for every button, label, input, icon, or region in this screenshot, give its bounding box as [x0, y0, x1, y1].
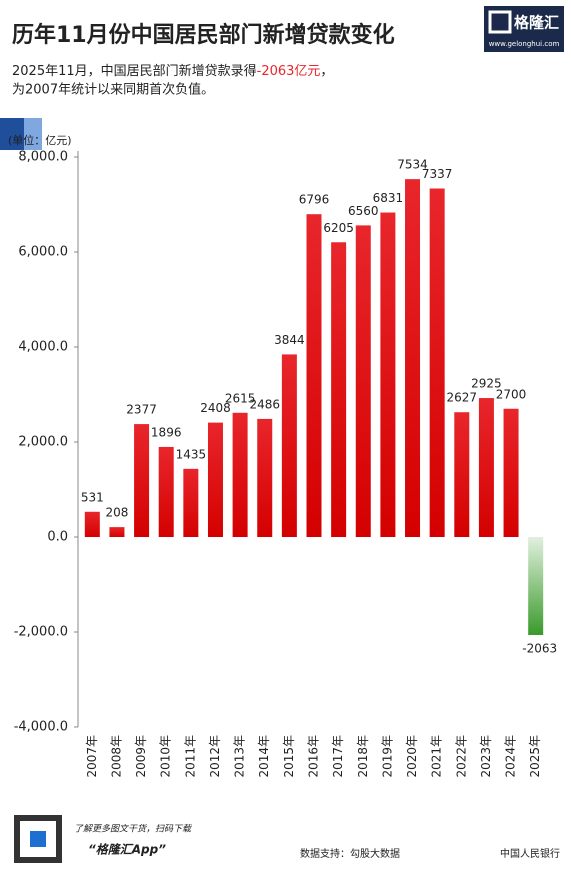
subtitle-line2: 为2007年统计以来同期首次负值。 [12, 82, 214, 98]
logo-icon [488, 10, 512, 34]
bar [503, 408, 519, 537]
x-tick-label: 2010年 [159, 735, 173, 778]
x-tick-label: 2012年 [208, 735, 222, 778]
data-label: 1435 [176, 447, 207, 461]
decor-strip [0, 118, 24, 150]
bar [355, 225, 371, 537]
logo: 格隆汇 [514, 14, 559, 32]
bar [281, 354, 297, 537]
x-tick-label: 2011年 [183, 735, 197, 778]
logo-site: www.gelonghui.com [489, 40, 560, 48]
bar [478, 398, 494, 537]
subtitle: 2025年11月，中国居民部门新增贷款录得-2063亿元， [12, 63, 333, 79]
data-label: 6560 [348, 204, 379, 218]
decor-strip [24, 118, 42, 150]
data-label: 2627 [447, 391, 478, 405]
bar [207, 422, 223, 537]
data-label: 7337 [422, 167, 453, 181]
x-tick-label: 2024年 [504, 735, 518, 778]
bar [183, 468, 199, 537]
bar [528, 537, 544, 635]
x-tick-label: 2018年 [356, 735, 370, 778]
data-label: -2063 [522, 641, 557, 655]
subtitle-part: ， [320, 64, 333, 79]
data-label: 7534 [397, 158, 428, 172]
y-tick-label: 6,000.0 [18, 245, 68, 260]
data-label: 2486 [249, 397, 280, 411]
x-tick-label: 2017年 [331, 735, 345, 778]
data-label: 2408 [200, 401, 231, 415]
data-label: 531 [81, 490, 104, 504]
promo: 了解更多图文干货，扫码下载 [74, 824, 192, 835]
y-tick-label: 8,000.0 [18, 150, 68, 165]
data-label: 1896 [151, 425, 182, 439]
x-tick-label: 2016年 [307, 735, 321, 778]
source2: 中国人民银行 [500, 847, 560, 860]
bar [429, 188, 445, 537]
chart-title: 历年11月份中国居民部门新增贷款变化 [12, 22, 395, 48]
y-tick-label: 4,000.0 [18, 340, 68, 355]
x-tick-label: 2025年 [528, 735, 542, 778]
bar [380, 212, 396, 537]
x-tick-label: 2008年 [109, 735, 123, 778]
bar [158, 446, 174, 537]
qr-logo [30, 831, 46, 847]
data-label: 6796 [299, 193, 330, 207]
x-tick-label: 2009年 [134, 735, 148, 778]
logo-box [484, 6, 564, 52]
bar [331, 242, 347, 537]
x-tick-label: 2019年 [380, 735, 394, 778]
x-tick-label: 2022年 [454, 735, 468, 778]
bar [454, 412, 470, 537]
app-name: “格隆汇App” [88, 843, 166, 857]
data-label: 6205 [323, 221, 354, 235]
subtitle-highlight: -2063亿元 [257, 64, 321, 79]
x-tick-label: 2020年 [405, 735, 419, 778]
y-tick-label: -4,000.0 [14, 720, 68, 735]
x-tick-label: 2014年 [257, 735, 271, 778]
x-tick-label: 2023年 [479, 735, 493, 778]
bar [257, 418, 273, 537]
bar [306, 214, 322, 537]
x-tick-label: 2013年 [233, 735, 247, 778]
subtitle-part: 2025年11月，中国居民部门新增贷款录得 [12, 63, 257, 79]
y-tick-label: 0.0 [47, 530, 68, 545]
source: 数据支持：勾股大数据 [300, 847, 400, 860]
unit-label: (单位：亿元) [8, 133, 72, 147]
bar [134, 424, 150, 537]
bar [232, 412, 248, 537]
x-tick-label: 2015年 [282, 735, 296, 778]
bar [109, 527, 125, 537]
y-tick-label: -2,000.0 [14, 625, 68, 640]
x-tick-label: 2007年 [85, 735, 99, 778]
data-label: 3844 [274, 333, 305, 347]
y-tick-label: 2,000.0 [18, 435, 68, 450]
data-label: 2700 [496, 387, 527, 401]
data-label: 208 [105, 506, 128, 520]
data-label: 2377 [126, 403, 157, 417]
data-label: 2925 [471, 377, 502, 391]
data-label: 2615 [225, 391, 256, 405]
bar [405, 179, 421, 537]
bar [84, 511, 100, 537]
x-tick-label: 2021年 [430, 735, 444, 778]
data-label: 6831 [373, 191, 404, 205]
